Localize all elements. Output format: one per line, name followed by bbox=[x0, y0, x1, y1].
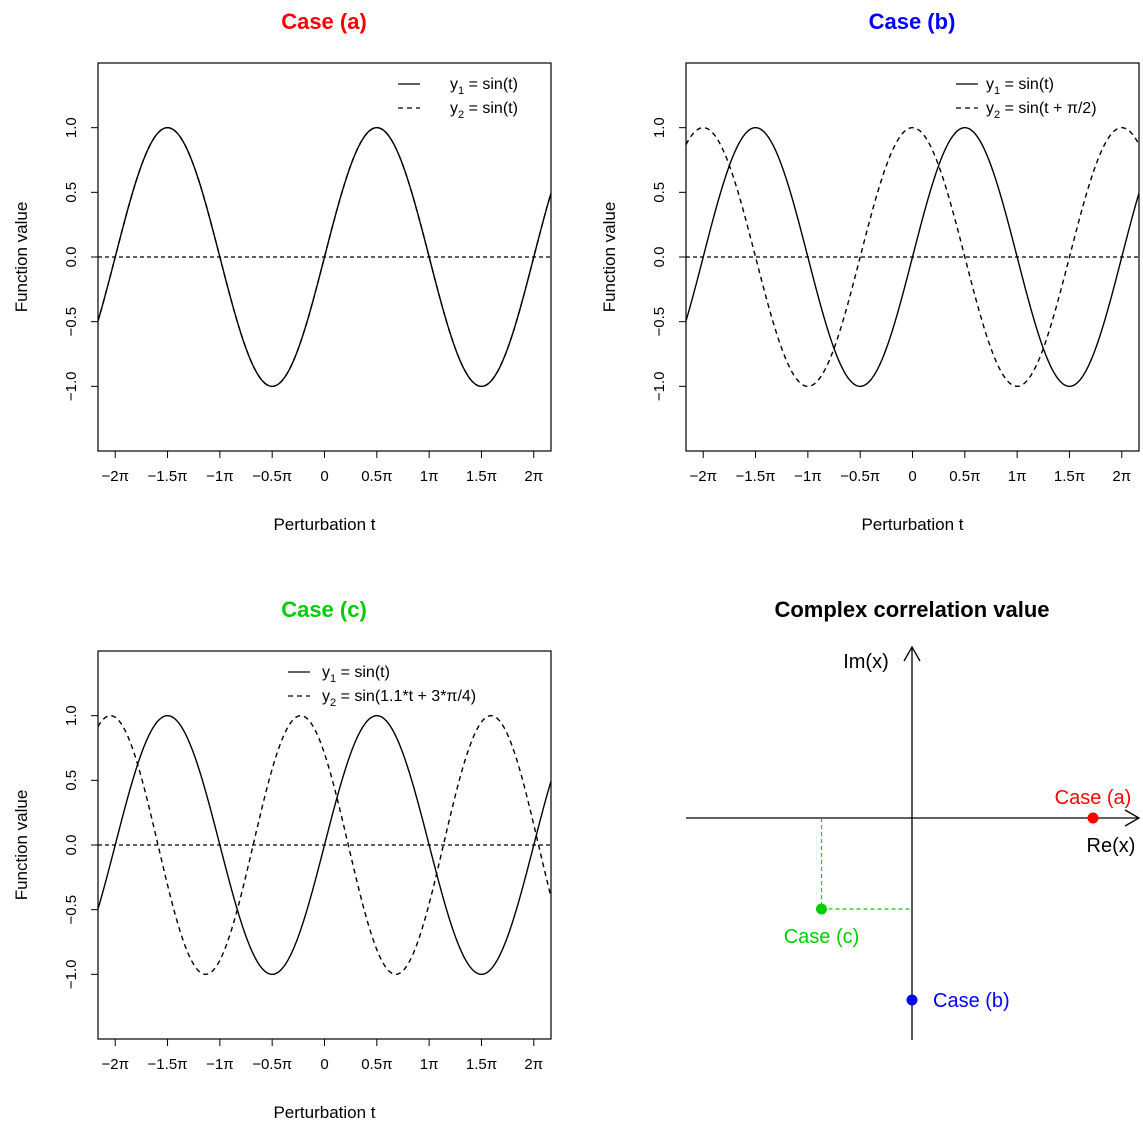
im-axis-arrowhead bbox=[903, 645, 921, 662]
y-tick-label: 0.0 bbox=[651, 247, 668, 268]
chart-title: Case (a) bbox=[281, 9, 367, 34]
point-case-1 bbox=[906, 994, 918, 1006]
y-tick-label: −1.0 bbox=[63, 372, 80, 402]
series-line-y1 bbox=[98, 714, 551, 976]
im-axis-label: Im(x) bbox=[843, 651, 889, 673]
series-line-y2 bbox=[686, 126, 1139, 388]
x-axis-label: Perturbation t bbox=[273, 515, 375, 534]
point-label: Case (b) bbox=[933, 990, 1010, 1012]
y-tick-label: 1.0 bbox=[651, 117, 668, 138]
x-tick-label: 1π bbox=[420, 1056, 439, 1073]
charts-layer: Case (a) −2π −1.5π −1π −0.5π 0 0.5π 1π 1.5π 2π −1.… bbox=[12, 9, 1141, 1122]
y-axis-label: Function value bbox=[12, 790, 31, 901]
x-tick-label: −1π bbox=[206, 1056, 233, 1073]
y-tick-label: −0.5 bbox=[63, 307, 80, 337]
y-tick-label: 0.5 bbox=[63, 182, 80, 203]
legend-label-subscript: 2 bbox=[330, 697, 336, 709]
legend-label-subscript: 1 bbox=[458, 85, 464, 97]
chart-panel-4: Complex correlation value Re(x) Im(x) Case … bbox=[686, 597, 1141, 1040]
x-axis-label: Perturbation t bbox=[861, 515, 963, 534]
y-tick-label: 0.0 bbox=[63, 247, 80, 268]
legend-label-y1: y1 = sin(t) bbox=[986, 76, 1054, 97]
legend-label-base: y bbox=[322, 664, 330, 681]
legend-label-rest: = sin(t) bbox=[464, 100, 518, 117]
legend-label-rest: = sin(t) bbox=[336, 664, 390, 681]
chart-panel-3: Case (c) −2π −1.5π −1π −0.5π 0 0.5π 1π 1.5π 2π −1.… bbox=[12, 597, 552, 1122]
legend-label-y1: y1 = sin(t) bbox=[450, 76, 518, 97]
legend-label-subscript: 1 bbox=[330, 673, 336, 685]
legend-label-y2: y2 = sin(t + π/2) bbox=[986, 100, 1097, 121]
re-axis-arrowhead bbox=[1124, 809, 1141, 827]
chart-title: Case (c) bbox=[281, 597, 367, 622]
legend-label-rest: = sin(1.1*t + 3*π/4) bbox=[336, 688, 476, 705]
series-line-y1 bbox=[98, 126, 551, 388]
point-label: Case (a) bbox=[1055, 787, 1132, 809]
x-tick-label: −0.5π bbox=[252, 468, 292, 485]
y-tick-label: −0.5 bbox=[651, 307, 668, 337]
x-tick-label: 1.5π bbox=[1054, 468, 1085, 485]
legend-label-subscript: 2 bbox=[994, 109, 1000, 121]
legend-label-rest: = sin(t) bbox=[464, 76, 518, 93]
x-tick-label: 2π bbox=[1112, 468, 1131, 485]
x-tick-label: 1π bbox=[1008, 468, 1027, 485]
x-tick-label: 0 bbox=[320, 468, 328, 485]
legend-label-base: y bbox=[450, 100, 458, 117]
x-tick-label: −2π bbox=[101, 1056, 128, 1073]
y-tick-label: 0.0 bbox=[63, 835, 80, 856]
x-tick-label: 1π bbox=[420, 468, 439, 485]
x-axis-label: Perturbation t bbox=[273, 1103, 375, 1122]
legend-label-y2: y2 = sin(t) bbox=[450, 100, 518, 121]
y-tick-label: 0.5 bbox=[651, 182, 668, 203]
point-case-2 bbox=[816, 903, 827, 915]
point-case-0 bbox=[1087, 812, 1099, 824]
chart-title: Case (b) bbox=[869, 9, 956, 34]
x-tick-label: 2π bbox=[524, 1056, 543, 1073]
x-tick-label: −1.5π bbox=[148, 1056, 188, 1073]
y-tick-label: −1.0 bbox=[651, 372, 668, 402]
x-tick-label: 2π bbox=[524, 468, 543, 485]
x-tick-label: −1π bbox=[794, 468, 821, 485]
legend-label-rest: = sin(t) bbox=[1000, 76, 1054, 93]
re-axis-label: Re(x) bbox=[1087, 835, 1136, 857]
legend-label-base: y bbox=[986, 100, 994, 117]
y-tick-label: 1.0 bbox=[63, 705, 80, 726]
x-tick-label: −0.5π bbox=[840, 468, 880, 485]
y-tick-label: −1.0 bbox=[63, 960, 80, 990]
legend-label-y1: y1 = sin(t) bbox=[322, 664, 390, 685]
x-tick-label: −0.5π bbox=[252, 1056, 292, 1073]
y-tick-label: 1.0 bbox=[63, 117, 80, 138]
legend-label-rest: = sin(t + π/2) bbox=[1000, 100, 1096, 117]
chart-title: Complex correlation value bbox=[774, 597, 1049, 622]
y-axis-label: Function value bbox=[600, 202, 619, 313]
y-axis-label: Function value bbox=[12, 202, 31, 313]
x-tick-label: 1.5π bbox=[466, 1056, 497, 1073]
x-tick-label: 1.5π bbox=[466, 468, 497, 485]
x-tick-label: 0 bbox=[320, 1056, 328, 1073]
point-label: Case (c) bbox=[784, 926, 860, 948]
chart-panel-1: Case (a) −2π −1.5π −1π −0.5π 0 0.5π 1π 1.5π 2π −1.… bbox=[12, 9, 552, 534]
legend-label-base: y bbox=[986, 76, 994, 93]
legend-label-subscript: 1 bbox=[994, 85, 1000, 97]
y-tick-label: 0.5 bbox=[63, 770, 80, 791]
series-line-y1 bbox=[686, 126, 1139, 388]
x-tick-label: 0.5π bbox=[361, 1056, 392, 1073]
x-tick-label: −1.5π bbox=[736, 468, 776, 485]
x-tick-label: −2π bbox=[689, 468, 716, 485]
legend-label-base: y bbox=[450, 76, 458, 93]
x-tick-label: −1.5π bbox=[148, 468, 188, 485]
x-tick-label: 0.5π bbox=[949, 468, 980, 485]
legend-label-subscript: 2 bbox=[458, 109, 464, 121]
legend-label-y2: y2 = sin(1.1*t + 3*π/4) bbox=[322, 688, 476, 709]
x-tick-label: 0.5π bbox=[361, 468, 392, 485]
x-tick-label: 0 bbox=[908, 468, 916, 485]
legend-label-base: y bbox=[322, 688, 330, 705]
x-tick-label: −2π bbox=[101, 468, 128, 485]
y-tick-label: −0.5 bbox=[63, 895, 80, 925]
x-tick-label: −1π bbox=[206, 468, 233, 485]
chart-panel-2: Case (b) −2π −1.5π −1π −0.5π 0 0.5π 1π 1.5π 2π −1.… bbox=[600, 9, 1140, 534]
